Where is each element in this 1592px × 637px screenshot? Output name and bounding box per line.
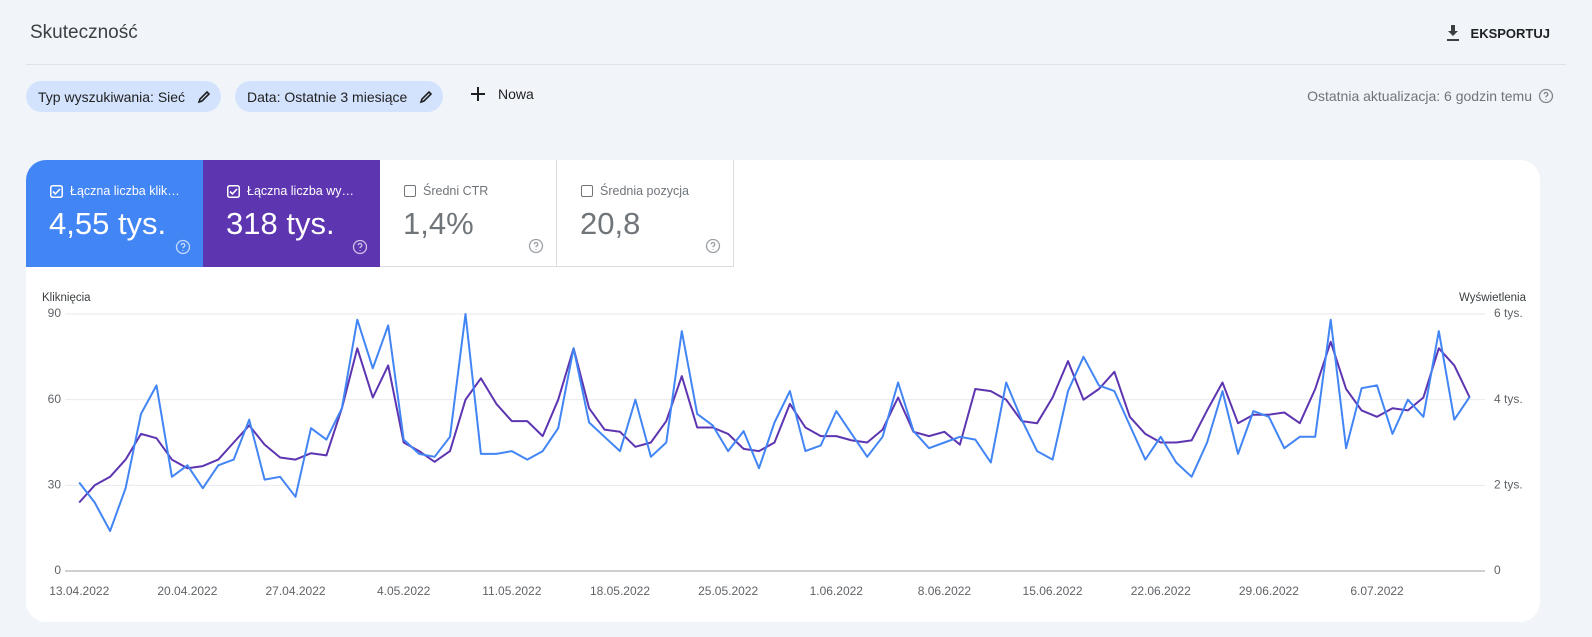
help-icon[interactable] xyxy=(175,239,191,255)
y-tick-label: 60 xyxy=(48,392,62,406)
x-tick-label: 29.06.2022 xyxy=(1239,584,1299,598)
metric-name: Łączna liczba wy… xyxy=(247,184,354,198)
x-tick-label: 20.04.2022 xyxy=(157,584,217,598)
series-line xyxy=(78,313,1471,532)
last-update: Ostatnia aktualizacja: 6 godzin temu xyxy=(1307,88,1554,104)
chart: Kliknięcia Wyświetlenia 0 30 60 90 0 2 tys. 4 ty… xyxy=(42,292,1527,598)
export-label: EKSPORTUJ xyxy=(1470,25,1550,41)
checkbox-checked[interactable] xyxy=(50,184,63,198)
new-label: Nowa xyxy=(498,86,534,102)
y-tick-label: 0 xyxy=(54,563,61,577)
x-tick-label: 18.05.2022 xyxy=(590,584,650,598)
metric-tile[interactable]: Łączna liczba wy… 318 tys. xyxy=(203,160,380,267)
metric-tile[interactable]: Łączna liczba klik… 4,55 tys. xyxy=(26,160,203,267)
metric-name: Łączna liczba klik… xyxy=(70,184,180,198)
metric-value: 318 tys. xyxy=(226,206,335,241)
metric-name: Średni CTR xyxy=(423,184,489,198)
x-tick-label: 4.05.2022 xyxy=(377,584,431,598)
edit-icon xyxy=(197,90,211,103)
y2-tick-label: 2 tys. xyxy=(1494,478,1523,492)
y-tick-label: 90 xyxy=(48,306,62,320)
new-filter-button[interactable]: Nowa xyxy=(470,86,534,102)
x-tick-label: 27.04.2022 xyxy=(265,584,325,598)
help-icon[interactable] xyxy=(528,238,544,254)
y2-tick-label: 6 tys. xyxy=(1494,306,1523,320)
separator xyxy=(26,64,1566,65)
series-line xyxy=(78,340,1471,504)
y-axis-title: Kliknięcia xyxy=(42,292,91,304)
filter-chip[interactable]: Typ wyszukiwania: Sieć xyxy=(26,81,222,112)
checkbox[interactable] xyxy=(581,185,593,197)
help-icon[interactable] xyxy=(1538,88,1554,104)
metric-label: Średnia pozycja xyxy=(581,184,689,198)
performance-card: Łączna liczba klik… 4,55 tys. Łączna licz… xyxy=(26,160,1540,622)
x-tick-label: 25.05.2022 xyxy=(698,584,758,598)
chip-label: Data: Ostatnie 3 miesiące xyxy=(247,88,408,105)
checkbox[interactable] xyxy=(404,185,416,197)
x-tick-label: 13.04.2022 xyxy=(49,584,109,598)
x-tick-label: 1.06.2022 xyxy=(810,584,864,598)
metric-name: Średnia pozycja xyxy=(600,184,689,198)
help-icon[interactable] xyxy=(352,239,368,255)
page-title: Skuteczność xyxy=(30,22,138,43)
x-tick-label: 6.07.2022 xyxy=(1350,584,1404,598)
metric-tile[interactable]: Średni CTR 1,4% xyxy=(380,160,557,267)
y2-tick-label: 4 tys. xyxy=(1494,392,1523,406)
chip-label: Typ wyszukiwania: Sieć xyxy=(38,88,186,105)
metric-value: 4,55 tys. xyxy=(49,206,167,241)
x-tick-label: 22.06.2022 xyxy=(1131,584,1191,598)
x-tick-label: 15.06.2022 xyxy=(1023,584,1083,598)
export-button[interactable]: EKSPORTUJ xyxy=(1445,24,1550,42)
x-tick-label: 11.05.2022 xyxy=(482,584,541,598)
metric-label: Łączna liczba wy… xyxy=(227,184,354,198)
plus-icon xyxy=(471,87,485,101)
download-icon xyxy=(1446,25,1459,41)
filter-chip[interactable]: Data: Ostatnie 3 miesiące xyxy=(235,81,444,112)
x-tick-label: 8.06.2022 xyxy=(918,584,972,598)
metric-value: 20,8 xyxy=(580,206,641,241)
metric-label: Średni CTR xyxy=(404,184,488,198)
help-icon[interactable] xyxy=(705,238,721,254)
y2-tick-label: 0 xyxy=(1494,563,1501,577)
checkbox-checked[interactable] xyxy=(227,184,240,198)
last-update-text: Ostatnia aktualizacja: 6 godzin temu xyxy=(1307,88,1532,104)
metric-label: Łączna liczba klik… xyxy=(50,184,180,198)
metric-value: 1,4% xyxy=(403,206,474,241)
y2-axis-title: Wyświetlenia xyxy=(1459,292,1527,304)
metric-tile[interactable]: Średnia pozycja 20,8 xyxy=(557,160,734,267)
edit-icon xyxy=(420,90,433,103)
y-tick-label: 30 xyxy=(48,478,62,492)
